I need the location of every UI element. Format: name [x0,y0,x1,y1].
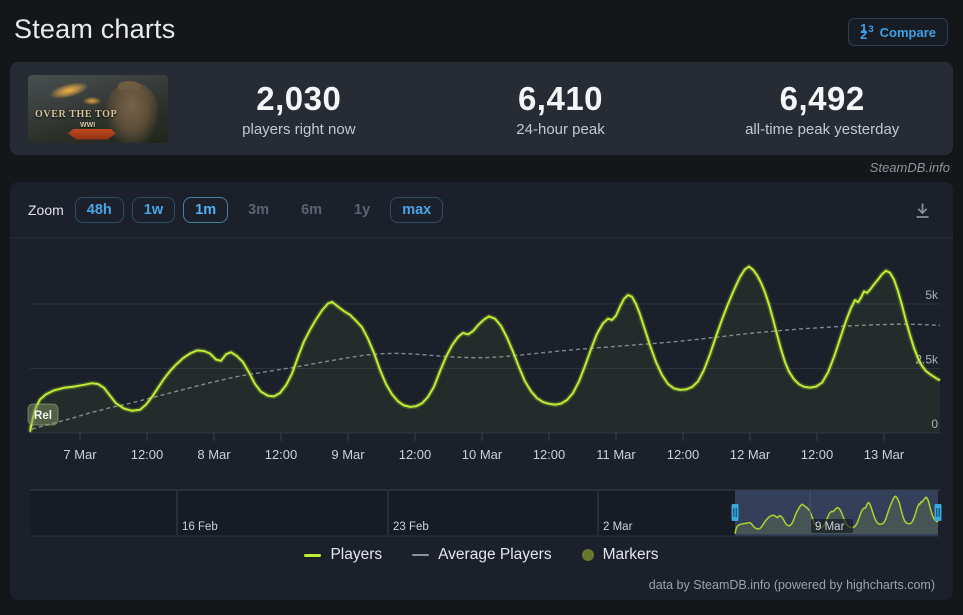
stats-panel: OVER THE TOP WWI 2,030 players right now… [10,62,953,155]
zoom-button-48h[interactable]: 48h [74,196,124,223]
legend-label: Players [330,546,383,563]
zoom-label: Zoom [28,201,64,218]
zoom-button-6m: 6m [289,197,334,223]
x-axis-label: 11 Mar [596,447,636,462]
x-axis-label: 13 Mar [864,447,905,462]
explosion-art-2 [83,96,101,105]
legend-item-players[interactable]: Players [304,546,382,564]
x-axis-label: 12 Mar [730,447,771,462]
x-axis-label: 12:00 [131,447,164,462]
steamdb-watermark: SteamDB.info [869,160,950,175]
stat-label: 24-hour peak [516,120,605,138]
x-axis-label: 12:00 [533,447,566,462]
players-line[interactable] [29,265,941,432]
navigator-handle-left[interactable] [731,504,739,521]
page-title: Steam charts [14,14,176,44]
markers-dot-swatch [581,549,594,561]
x-axis-label: 7 Mar [63,447,97,462]
navigator-range-label: 2 Mar [603,521,633,533]
stat-current-players: 2,030 players right now [168,80,430,138]
navigator-mask [30,490,735,536]
x-axis-label: 12:00 [667,447,700,462]
legend-item-markers[interactable]: Markers [581,546,659,564]
zoom-button-1y: 1y [342,197,382,223]
chart-toolbar: Zoom 48h 1w 1m 3m 6m 1y max [10,182,953,238]
data-credit: data by SteamDB.info (powered by highcha… [648,578,935,592]
game-title-text: OVER THE TOP [35,108,118,120]
navigator-label-bg [811,519,853,533]
helmet-art [118,80,140,90]
y-axis-label: 0 [931,417,938,431]
zoom-button-1m[interactable]: 1m [183,196,229,223]
stat-24h-peak: 6,410 24-hour peak [430,80,692,138]
stat-alltime-peak: 6,492 all-time peak yesterday [691,80,953,138]
x-axis-label: 12:00 [399,447,432,462]
x-axis-label: 12:00 [801,447,834,462]
x-axis-label: 12:00 [265,447,298,462]
x-axis-label: 8 Mar [197,447,231,462]
stat-value: 2,030 [256,79,342,117]
navigator-range-label: 9 Mar [815,521,845,533]
x-axis-label: 9 Mar [331,447,365,462]
players-area-fill [30,266,940,433]
stat-value: 6,492 [779,79,865,117]
explosion-art [48,79,90,101]
game-subtitle-text: WWI [80,121,96,129]
zoom-button-group: 48h 1w 1m 3m 6m 1y max [74,196,451,223]
navigator-handle-right[interactable] [934,504,942,521]
average-line-swatch [412,554,430,556]
zoom-button-max[interactable]: max [390,196,444,223]
chart-legend: Players Average Players Markers [10,546,953,564]
zoom-button-1w[interactable]: 1w [131,196,176,223]
zoom-button-3m: 3m [236,197,281,223]
compare-button-label: Compare [879,24,936,40]
stat-value: 6,410 [517,79,604,117]
legend-label: Average Players [438,546,552,563]
legend-label: Markers [602,546,659,563]
navigator-range-label: 23 Feb [393,521,429,533]
stat-label: all-time peak yesterday [745,120,900,138]
x-axis-label: 10 Mar [462,447,503,462]
y-axis-label: 5k [925,288,939,302]
release-flag-label: Rel [34,410,52,422]
game-capsule-image[interactable]: OVER THE TOP WWI [28,74,168,143]
legend-item-average-players[interactable]: Average Players [412,546,552,564]
game-emblem-art [68,128,116,140]
stat-label: players right now [242,120,356,138]
players-line-swatch [304,553,322,557]
release-flag[interactable] [27,403,59,426]
download-icon[interactable] [912,200,933,226]
navigator-range-label: 16 Feb [182,521,218,533]
